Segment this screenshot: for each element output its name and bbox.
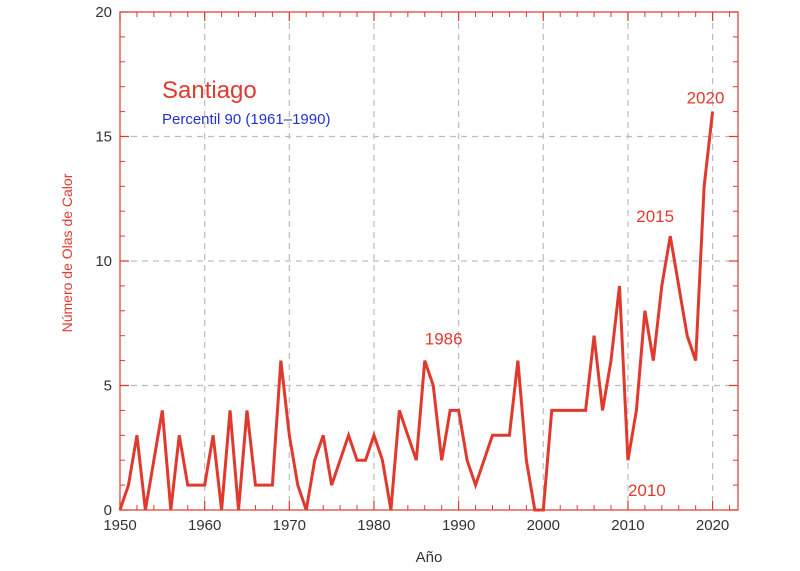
data-point (669, 235, 672, 238)
data-point (347, 434, 350, 437)
data-point (364, 459, 367, 462)
data-point (593, 334, 596, 337)
chart-title: Santiago (162, 77, 257, 104)
x-tick-label: 1960 (188, 517, 221, 534)
data-point (220, 509, 223, 512)
data-point (533, 509, 536, 512)
data-point (550, 409, 553, 412)
y-tick-label: 10 (95, 253, 112, 270)
data-point (127, 484, 130, 487)
data-point (610, 359, 613, 362)
data-point (144, 509, 147, 512)
data-point (449, 409, 452, 412)
data-point (508, 434, 511, 437)
data-point (356, 459, 359, 462)
data-point (584, 409, 587, 412)
y-tick-labels: 0 5 10 15 20 (95, 4, 112, 519)
data-point (372, 434, 375, 437)
data-point (305, 509, 308, 512)
data-point (169, 509, 172, 512)
grid-lines (120, 12, 738, 510)
x-tick-label: 1950 (103, 517, 136, 534)
annotation-label: 1986 (425, 330, 463, 349)
data-point (152, 459, 155, 462)
data-point (567, 409, 570, 412)
data-point (262, 484, 265, 487)
y-tick-label: 0 (104, 502, 112, 519)
data-point (440, 459, 443, 462)
data-point (186, 484, 189, 487)
data-point (576, 409, 579, 412)
y-axis-title: Número de Olas de Calor (59, 173, 75, 332)
data-point (381, 459, 384, 462)
data-point (195, 484, 198, 487)
data-point (271, 484, 274, 487)
y-tick-label: 20 (95, 4, 112, 21)
data-point (322, 434, 325, 437)
data-point (279, 359, 282, 362)
data-point (296, 484, 299, 487)
data-point (703, 185, 706, 188)
x-tick-label: 2010 (611, 517, 644, 534)
data-point (457, 409, 460, 412)
data-point (686, 334, 689, 337)
data-point (618, 284, 621, 287)
data-point (212, 434, 215, 437)
data-point (415, 459, 418, 462)
data-point (652, 359, 655, 362)
data-point (178, 434, 181, 437)
data-point (406, 434, 409, 437)
x-axis-title: Año (416, 549, 443, 566)
x-tick-label: 1990 (442, 517, 475, 534)
data-point (339, 459, 342, 462)
data-point (660, 284, 663, 287)
x-tick-label: 2020 (696, 517, 729, 534)
annotation-label: 2015 (636, 207, 674, 226)
data-point (483, 459, 486, 462)
data-point (559, 409, 562, 412)
data-point (542, 509, 545, 512)
chart-subtitle: Percentil 90 (1961–1990) (162, 111, 330, 128)
annotations: 1986 2010 2015 2020 (425, 89, 725, 501)
y-tick-label: 15 (95, 129, 112, 146)
data-point (677, 284, 680, 287)
data-point (135, 434, 138, 437)
data-point (288, 434, 291, 437)
data-point (119, 509, 122, 512)
data-point (313, 459, 316, 462)
data-point (229, 409, 232, 412)
data-point (643, 309, 646, 312)
annotation-label: 2020 (687, 89, 725, 108)
data-point (601, 409, 604, 412)
data-point (432, 384, 435, 387)
data-point (694, 359, 697, 362)
data-point (474, 484, 477, 487)
data-point (398, 409, 401, 412)
data-point (330, 484, 333, 487)
data-point (635, 409, 638, 412)
x-tick-label: 1980 (357, 517, 390, 534)
data-point (254, 484, 257, 487)
data-point (389, 509, 392, 512)
data-point (161, 409, 164, 412)
data-point (423, 359, 426, 362)
data-point (491, 434, 494, 437)
data-point (203, 484, 206, 487)
annotation-label: 2010 (628, 481, 666, 500)
data-point (466, 459, 469, 462)
x-tick-label: 1970 (273, 517, 306, 534)
y-tick-label: 5 (104, 378, 112, 395)
data-point (626, 459, 629, 462)
series-line (118, 111, 715, 512)
x-tick-label: 2000 (527, 517, 560, 534)
x-tick-labels: 1950 1960 1970 1980 1990 2000 2010 2020 (103, 517, 729, 534)
data-point (245, 409, 248, 412)
data-point (237, 509, 240, 512)
data-point (499, 434, 502, 437)
data-point (525, 459, 528, 462)
data-point (516, 359, 519, 362)
data-point (711, 110, 714, 113)
